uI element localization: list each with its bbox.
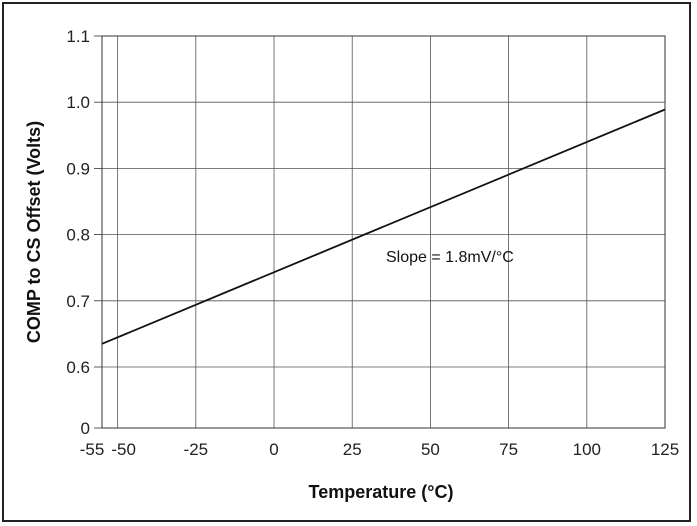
- chart-frame: [2, 2, 691, 522]
- y-tick-label: 1.0: [66, 93, 90, 112]
- y-tick-label: 0.6: [66, 358, 90, 377]
- x-tick-label: 100: [573, 440, 601, 459]
- y-tick-label: 0.8: [66, 226, 90, 245]
- y-tick-label: 0.9: [66, 159, 90, 178]
- x-tick-label: 25: [343, 440, 362, 459]
- y-tick-label: 0: [81, 419, 90, 438]
- x-tick-label: -50: [111, 440, 136, 459]
- x-tick-label: -25: [184, 440, 209, 459]
- plot-area-border: [101, 35, 666, 429]
- x-tick-label: 75: [499, 440, 518, 459]
- x-axis-label: Temperature (°C): [309, 482, 454, 502]
- x-tick-label: 50: [421, 440, 440, 459]
- y-tick-label: 1.1: [66, 27, 90, 46]
- x-tick-label: -55: [80, 440, 105, 459]
- y-axis-label: COMP to CS Offset (Volts): [24, 121, 44, 343]
- y-tick-labels: 1.1 1.0 0.9 0.8 0.7 0.6 0: [66, 27, 102, 438]
- x-tick-label: 0: [269, 440, 278, 459]
- x-tick-labels: -55 -50 -25 0 25 50 75 100 125: [80, 440, 679, 459]
- series-line: [101, 108, 666, 345]
- grid: [102, 35, 666, 428]
- x-tick-label: 125: [651, 440, 679, 459]
- slope-annotation: Slope = 1.8mV/°C: [386, 249, 514, 266]
- y-tick-label: 0.7: [66, 292, 90, 311]
